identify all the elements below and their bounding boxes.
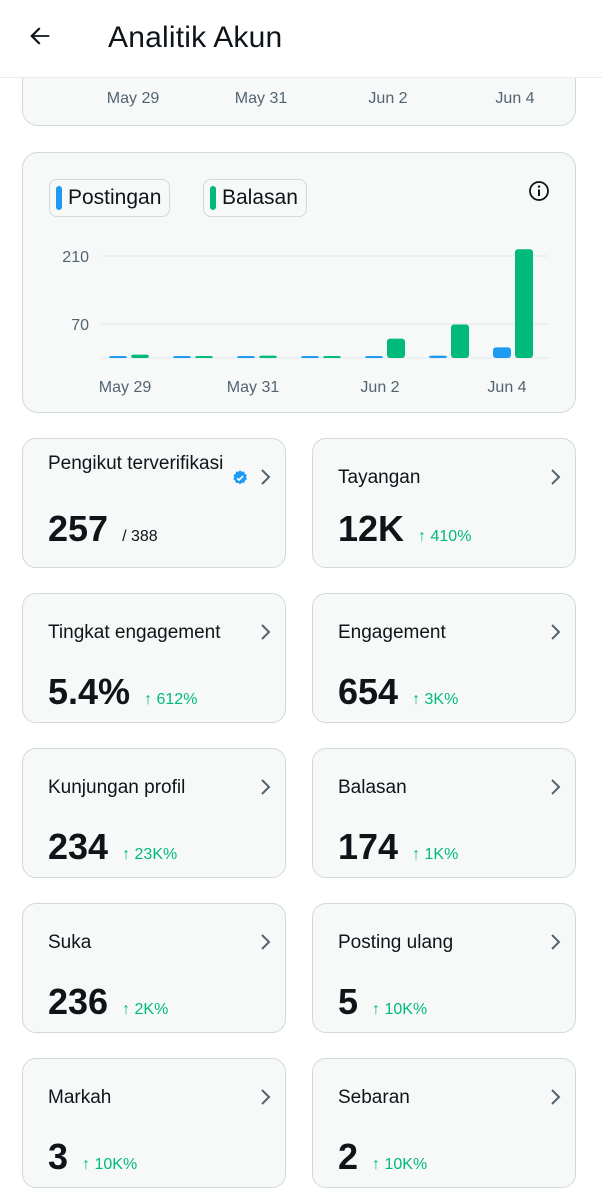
stat-value-row: 234 ↑ 23K% (48, 827, 177, 867)
top-bar: Analitik Akun (0, 0, 602, 78)
stat-label: Tingkat engagement (48, 622, 221, 643)
x-tick-label: May 31 (227, 379, 280, 396)
stat-value-row: 174 ↑ 1K% (338, 827, 458, 867)
stat-label: Tayangan (338, 467, 421, 488)
stat-total: / 388 (122, 528, 158, 545)
bar-balasan (387, 338, 405, 358)
bar-chart: 70 210 May 29 May 31 Jun 2 Jun 4 (62, 249, 548, 396)
x-tick-label: Jun 4 (487, 379, 526, 396)
bar-postingan (365, 356, 383, 358)
stat-value-row: 5.4% ↑ 612% (48, 672, 197, 712)
stat-label: Engagement (338, 622, 446, 643)
stat-value: 236 (48, 981, 109, 1022)
chevron-right-icon (261, 1089, 271, 1105)
bar-postingan (429, 355, 447, 358)
stat-value-row: 5 ↑ 10K% (338, 982, 427, 1022)
stat-value: 654 (338, 671, 399, 712)
legend-label: Balasan (222, 186, 298, 209)
stat-card-profile-visits[interactable]: Kunjungan profil 234 ↑ 23K% (22, 748, 286, 878)
stat-label: Suka (48, 932, 92, 953)
stat-card-impressions[interactable]: Tayangan 12K ↑ 410% (312, 438, 576, 568)
chevron-right-icon (261, 779, 271, 795)
stat-value-row: 3 ↑ 10K% (48, 1137, 137, 1177)
page-title: Analitik Akun (108, 21, 283, 54)
stat-change: ↑ 1K% (412, 846, 459, 863)
stat-value-row: 654 ↑ 3K% (338, 672, 458, 712)
stat-card-shares[interactable]: Sebaran 2 ↑ 10K% (312, 1058, 576, 1188)
stat-change: ↑ 23K% (122, 846, 178, 863)
stat-label: Posting ulang (338, 932, 454, 953)
stat-change: ↑ 10K% (82, 1156, 138, 1173)
stat-change: ↑ 410% (418, 528, 472, 545)
stat-value-row: 236 ↑ 2K% (48, 982, 168, 1022)
bar-postingan (301, 356, 319, 358)
stat-label: Markah (48, 1087, 112, 1108)
stat-card-engagement[interactable]: Engagement 654 ↑ 3K% (312, 593, 576, 723)
x-tick-label: Jun 2 (360, 379, 399, 396)
stat-card-bookmarks[interactable]: Markah 3 ↑ 10K% (22, 1058, 286, 1188)
stat-value: 234 (48, 826, 109, 867)
bar-balasan (515, 249, 533, 358)
chevron-right-icon (261, 469, 271, 485)
bar-balasan (259, 355, 277, 358)
stat-card-engagement-rate[interactable]: Tingkat engagement 5.4% ↑ 612% (22, 593, 286, 723)
x-tick-label: May 29 (106, 90, 160, 107)
posts-replies-chart-card: Postingan Balasan 70 210 May 29 May 31 Jun 2… (22, 152, 576, 413)
chevron-right-icon (261, 624, 271, 640)
stat-change: ↑ 10K% (372, 1001, 428, 1018)
stat-value: 174 (338, 826, 399, 867)
legend-balasan[interactable]: Balasan (203, 179, 307, 217)
stat-value: 12K (338, 508, 405, 549)
stat-label: Kunjungan profil (48, 777, 186, 798)
stat-value: 5.4% (48, 671, 131, 712)
y-tick-label: 70 (71, 317, 89, 334)
bar-balasan (195, 356, 213, 358)
stat-value-row: 2 ↑ 10K% (338, 1137, 427, 1177)
legend-swatch-blue (56, 186, 62, 210)
stat-value: 257 (48, 508, 109, 549)
bar-balasan (451, 324, 469, 358)
stat-change: ↑ 3K% (412, 691, 459, 708)
y-tick-label: 210 (62, 249, 89, 266)
legend-swatch-green (210, 186, 216, 210)
stat-card-replies[interactable]: Balasan 174 ↑ 1K% (312, 748, 576, 878)
bar-balasan (323, 356, 341, 358)
back-button[interactable] (22, 18, 58, 54)
bar-balasan (131, 354, 149, 358)
x-tick-label: May 29 (99, 379, 152, 396)
chevron-right-icon (551, 1089, 561, 1105)
arrow-left-icon (30, 27, 50, 45)
stat-label: Sebaran (338, 1087, 410, 1108)
chevron-right-icon (551, 934, 561, 950)
x-tick-label: Jun 4 (495, 90, 535, 107)
chevron-right-icon (551, 469, 561, 485)
x-tick-label: May 31 (234, 90, 288, 107)
stat-label: Pengikut terverifikasi (48, 453, 224, 474)
info-icon[interactable] (527, 179, 551, 203)
stat-card-likes[interactable]: Suka 236 ↑ 2K% (22, 903, 286, 1033)
stat-value: 5 (338, 981, 359, 1022)
stat-value-row: 12K ↑ 410% (338, 509, 471, 549)
stat-change: ↑ 2K% (122, 1001, 169, 1018)
previous-chart-x-axis: May 29 May 31 Jun 2 Jun 4 (23, 90, 575, 112)
chevron-right-icon (261, 934, 271, 950)
bar-postingan (173, 356, 191, 358)
verified-badge-icon (233, 470, 247, 485)
stat-card-verified-followers[interactable]: Pengikut terverifikasi 257 / 388 (22, 438, 286, 568)
x-tick-label: Jun 2 (368, 90, 408, 107)
bar-postingan (109, 356, 127, 358)
bar-postingan (493, 347, 511, 358)
chevron-right-icon (551, 779, 561, 795)
stat-value-row: 257 / 388 (48, 509, 158, 549)
stat-value: 3 (48, 1136, 69, 1177)
stat-card-reposts[interactable]: Posting ulang 5 ↑ 10K% (312, 903, 576, 1033)
chevron-right-icon (551, 624, 561, 640)
bar-postingan (237, 356, 255, 358)
stat-change: ↑ 10K% (372, 1156, 428, 1173)
legend-postingan[interactable]: Postingan (49, 179, 171, 217)
legend-label: Postingan (68, 186, 162, 209)
stat-value: 2 (338, 1136, 359, 1177)
stat-change: ↑ 612% (144, 691, 198, 708)
stat-label: Balasan (338, 777, 407, 798)
